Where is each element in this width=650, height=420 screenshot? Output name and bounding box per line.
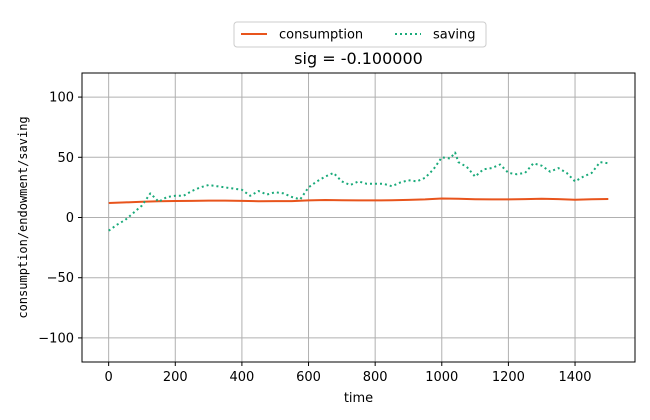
x-tick-label: 800 — [363, 370, 388, 385]
x-tick-label: 1200 — [492, 370, 525, 385]
x-axis-label: time — [344, 391, 373, 406]
x-tick-label: 600 — [296, 370, 321, 385]
series-line-consumption — [108, 197, 609, 204]
series-layer — [108, 151, 609, 232]
legend-box — [233, 21, 487, 48]
series-line-saving — [108, 151, 609, 232]
y-axis-label: consumption/endowment/saving — [16, 116, 30, 318]
grid — [82, 73, 635, 362]
x-tick-label: 0 — [105, 370, 113, 385]
x-tick-label: 400 — [229, 370, 254, 385]
x-tick-label: 1400 — [558, 370, 591, 385]
y-tick-label: −100 — [38, 331, 74, 346]
y-tick-label: 100 — [49, 91, 74, 106]
y-tick-label: 0 — [66, 211, 74, 226]
legend-label-saving: saving — [433, 28, 476, 43]
y-tick-label: 50 — [57, 151, 74, 166]
legend: consumption saving — [233, 21, 487, 48]
x-tick-label: 200 — [163, 370, 188, 385]
ticks: 0 200 400 600 800 1000 1200 1400 −100 −50 0 50 100 — [38, 91, 591, 385]
chart-title: sig = -0.100000 — [294, 49, 423, 68]
x-tick-label: 1000 — [425, 370, 458, 385]
y-tick-label: −50 — [47, 271, 74, 286]
legend-label-consumption: consumption — [279, 28, 363, 43]
